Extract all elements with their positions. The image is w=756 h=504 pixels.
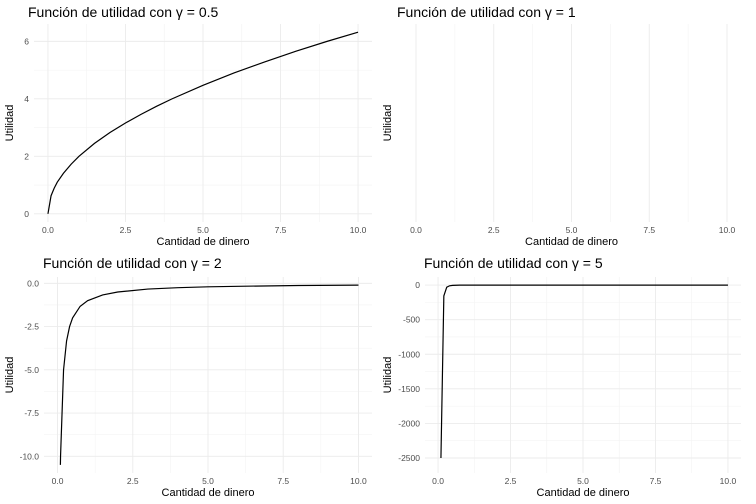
x-tick-label: 5.0 xyxy=(202,476,214,486)
x-tick-label: 2.5 xyxy=(127,476,139,486)
y-tick-label: 0 xyxy=(24,209,29,219)
x-tick-label: 7.5 xyxy=(275,225,287,235)
x-tick-label: 5.0 xyxy=(577,476,589,486)
y-tick-label: -10.0 xyxy=(20,451,40,461)
x-tick-label: 2.5 xyxy=(505,476,517,486)
y-tick-label: -500 xyxy=(403,315,420,325)
utility-curve xyxy=(59,284,359,465)
x-tick-label: 5.0 xyxy=(197,225,209,235)
x-tick-label: 0.0 xyxy=(410,225,422,235)
chart-title: Función de utilidad con γ = 0.5 xyxy=(28,4,219,20)
x-axis-label: Cantidad de dinero xyxy=(525,236,618,248)
y-tick-label: -1500 xyxy=(398,384,420,394)
y-axis-label: Utilidad xyxy=(382,357,394,394)
y-tick-label: 0.0 xyxy=(27,278,39,288)
x-tick-label: 7.5 xyxy=(277,476,289,486)
x-tick-label: 10.0 xyxy=(350,476,367,486)
x-tick-label: 0.0 xyxy=(432,476,444,486)
y-tick-label: -1000 xyxy=(398,349,420,359)
panel-4: 0.0 2.5 5.0 7.5 10.0 0 -500 -1000 -1500 -2000 -250… xyxy=(382,255,741,499)
x-tick-label: 10.0 xyxy=(719,225,736,235)
x-tick-label: 0.0 xyxy=(42,225,54,235)
y-tick-label: 0 xyxy=(415,280,420,290)
y-tick-label: -7.5 xyxy=(24,408,39,418)
panel-1: 0.0 2.5 5.0 7.5 10.0 0 2 4 6 Función de utilidad … xyxy=(4,4,372,248)
x-axis-label: Cantidad de dinero xyxy=(162,487,255,499)
x-tick-label: 7.5 xyxy=(643,225,655,235)
utility-curve xyxy=(47,31,359,214)
y-tick-label: -2500 xyxy=(398,453,420,463)
y-tick-label: 6 xyxy=(24,36,29,46)
y-tick-label: -5.0 xyxy=(24,365,39,375)
x-tick-label: 10.0 xyxy=(720,476,737,486)
chart-title: Función de utilidad con γ = 5 xyxy=(424,255,603,271)
x-tick-label: 2.5 xyxy=(120,225,132,235)
x-tick-label: 2.5 xyxy=(488,225,500,235)
x-tick-label: 5.0 xyxy=(566,225,578,235)
x-axis-label: Cantidad de dinero xyxy=(537,487,630,499)
y-tick-label: -2000 xyxy=(398,418,420,428)
y-tick-label: 2 xyxy=(24,151,29,161)
chart-title: Función de utilidad con γ = 2 xyxy=(43,255,222,271)
y-axis-label: Utilidad xyxy=(4,105,16,142)
panel-3: 0.0 2.5 5.0 7.5 10.0 0.0 -2.5 -5.0 -7.5 -10.0 Func… xyxy=(4,255,372,499)
y-axis-label: Utilidad xyxy=(382,105,394,142)
y-axis-label: Utilidad xyxy=(4,357,16,394)
y-tick-label: 4 xyxy=(24,94,29,104)
utility-curve xyxy=(440,284,728,459)
x-tick-label: 10.0 xyxy=(350,225,367,235)
y-tick-label: -2.5 xyxy=(24,322,39,332)
x-tick-label: 0.0 xyxy=(52,476,64,486)
panel-2: 0.0 2.5 5.0 7.5 10.0 Función de utilidad con … xyxy=(382,4,736,248)
chart-title: Función de utilidad con γ = 1 xyxy=(397,4,576,20)
x-axis-label: Cantidad de dinero xyxy=(157,236,250,248)
x-tick-label: 7.5 xyxy=(650,476,662,486)
